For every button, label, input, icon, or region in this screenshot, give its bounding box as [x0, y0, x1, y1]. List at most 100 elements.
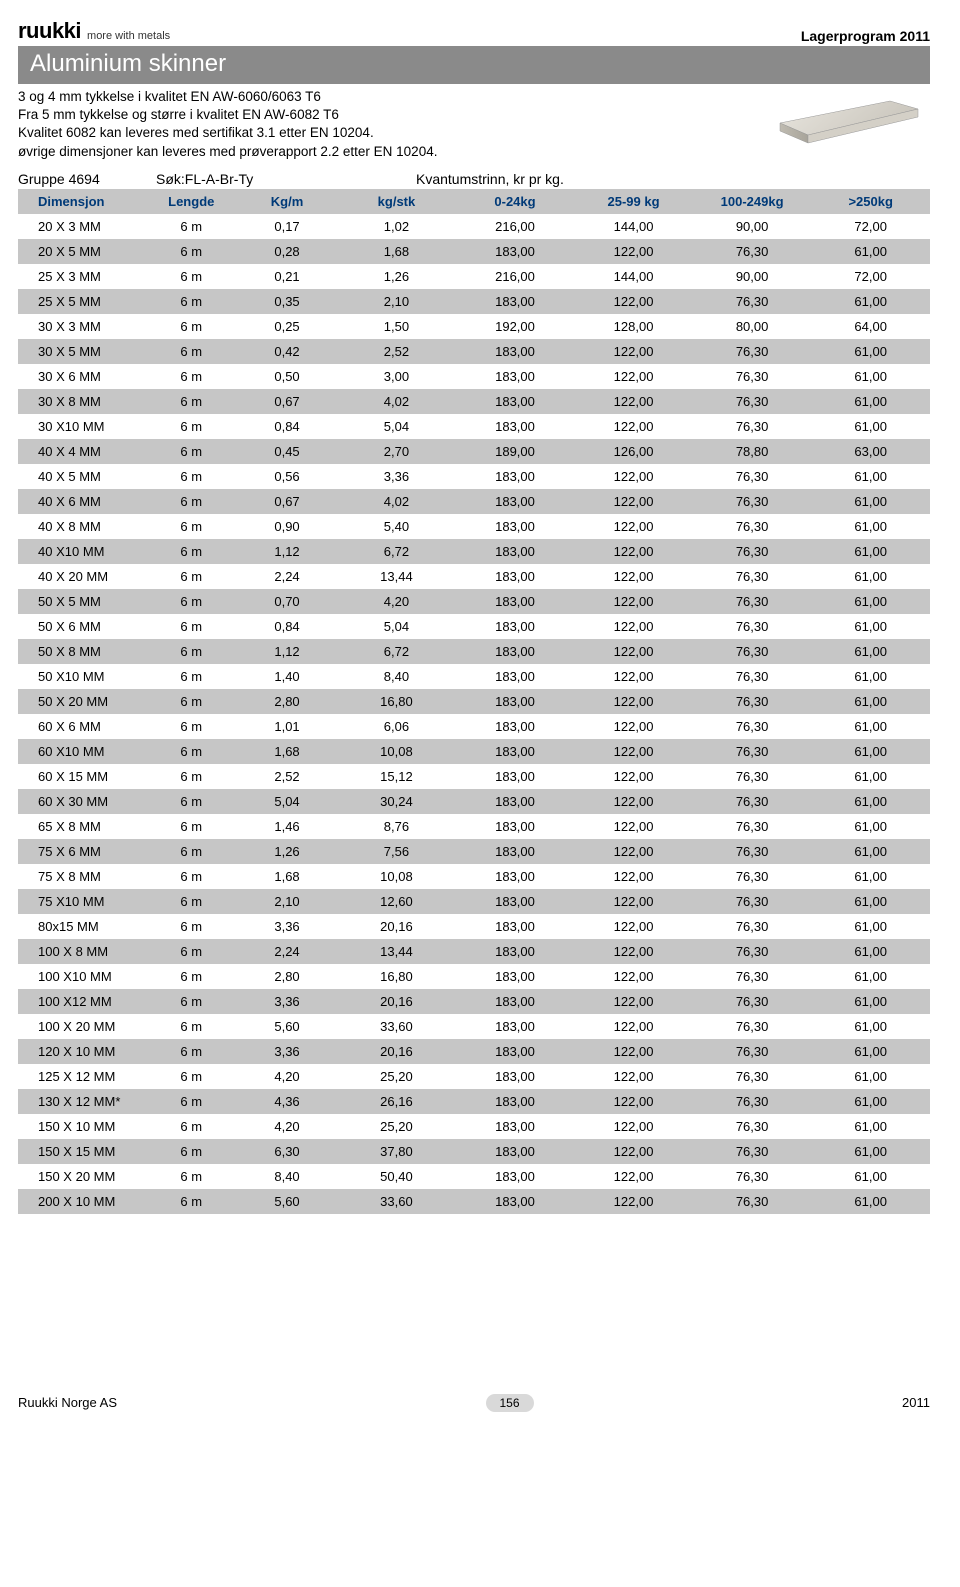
table-cell: 76,30	[693, 914, 812, 939]
table-cell: 61,00	[811, 989, 930, 1014]
table-cell: 50 X 8 MM	[18, 639, 146, 664]
table-cell: 6 m	[146, 339, 237, 364]
table-cell: 0,42	[237, 339, 337, 364]
table-cell: 76,30	[693, 564, 812, 589]
table-cell: 183,00	[456, 1114, 575, 1139]
col-kgstk: kg/stk	[337, 189, 456, 214]
table-cell: 61,00	[811, 589, 930, 614]
table-cell: 6 m	[146, 289, 237, 314]
table-row: 60 X 6 MM6 m1,016,06183,00122,0076,3061,…	[18, 714, 930, 739]
table-cell: 128,00	[574, 314, 693, 339]
table-cell: 183,00	[456, 1064, 575, 1089]
table-row: 130 X 12 MM*6 m4,3626,16183,00122,0076,3…	[18, 1089, 930, 1114]
table-row: 40 X 6 MM6 m0,674,02183,00122,0076,3061,…	[18, 489, 930, 514]
table-cell: 183,00	[456, 1189, 575, 1214]
table-cell: 61,00	[811, 464, 930, 489]
table-cell: 72,00	[811, 214, 930, 239]
table-cell: 61,00	[811, 1164, 930, 1189]
table-cell: 50 X 6 MM	[18, 614, 146, 639]
table-cell: 122,00	[574, 339, 693, 364]
table-cell: 4,02	[337, 489, 456, 514]
table-cell: 6 m	[146, 389, 237, 414]
qty-label: Kvantumstrinn, kr pr kg.	[416, 171, 930, 187]
table-cell: 4,02	[337, 389, 456, 414]
table-cell: 183,00	[456, 914, 575, 939]
table-cell: 40 X 20 MM	[18, 564, 146, 589]
table-cell: 183,00	[456, 964, 575, 989]
table-cell: 40 X 8 MM	[18, 514, 146, 539]
table-row: 50 X 5 MM6 m0,704,20183,00122,0076,3061,…	[18, 589, 930, 614]
table-cell: 122,00	[574, 964, 693, 989]
table-cell: 61,00	[811, 664, 930, 689]
table-cell: 6 m	[146, 1139, 237, 1164]
table-cell: 72,00	[811, 264, 930, 289]
table-cell: 8,40	[237, 1164, 337, 1189]
table-cell: 6 m	[146, 714, 237, 739]
table-cell: 61,00	[811, 714, 930, 739]
table-cell: 20,16	[337, 989, 456, 1014]
table-cell: 122,00	[574, 664, 693, 689]
table-cell: 76,30	[693, 864, 812, 889]
table-cell: 100 X12 MM	[18, 989, 146, 1014]
table-cell: 61,00	[811, 1114, 930, 1139]
table-cell: 150 X 15 MM	[18, 1139, 146, 1164]
table-cell: 122,00	[574, 914, 693, 939]
table-cell: 6,06	[337, 714, 456, 739]
table-cell: 122,00	[574, 1139, 693, 1164]
table-cell: 2,70	[337, 439, 456, 464]
table-cell: 76,30	[693, 1139, 812, 1164]
table-cell: 0,50	[237, 364, 337, 389]
table-cell: 78,80	[693, 439, 812, 464]
table-cell: 122,00	[574, 364, 693, 389]
table-row: 30 X10 MM6 m0,845,04183,00122,0076,3061,…	[18, 414, 930, 439]
table-cell: 61,00	[811, 939, 930, 964]
table-cell: 61,00	[811, 1189, 930, 1214]
table-cell: 122,00	[574, 614, 693, 639]
footer-company: Ruukki Norge AS	[18, 1395, 117, 1410]
table-row: 50 X 20 MM6 m2,8016,80183,00122,0076,306…	[18, 689, 930, 714]
table-cell: 8,40	[337, 664, 456, 689]
table-cell: 76,30	[693, 889, 812, 914]
table-row: 40 X 4 MM6 m0,452,70189,00126,0078,8063,…	[18, 439, 930, 464]
table-cell: 76,30	[693, 689, 812, 714]
table-row: 40 X 20 MM6 m2,2413,44183,00122,0076,306…	[18, 564, 930, 589]
table-cell: 61,00	[811, 639, 930, 664]
table-cell: 189,00	[456, 439, 575, 464]
table-cell: 20 X 5 MM	[18, 239, 146, 264]
table-cell: 0,70	[237, 589, 337, 614]
table-cell: 76,30	[693, 489, 812, 514]
table-cell: 61,00	[811, 764, 930, 789]
table-cell: 16,80	[337, 964, 456, 989]
table-cell: 30 X 8 MM	[18, 389, 146, 414]
table-cell: 150 X 10 MM	[18, 1114, 146, 1139]
table-cell: 4,20	[337, 589, 456, 614]
table-row: 50 X10 MM6 m1,408,40183,00122,0076,3061,…	[18, 664, 930, 689]
table-cell: 122,00	[574, 589, 693, 614]
table-cell: 183,00	[456, 689, 575, 714]
table-cell: 6 m	[146, 914, 237, 939]
table-cell: 1,40	[237, 664, 337, 689]
table-row: 75 X10 MM6 m2,1012,60183,00122,0076,3061…	[18, 889, 930, 914]
table-cell: 76,30	[693, 964, 812, 989]
table-cell: 64,00	[811, 314, 930, 339]
table-cell: 61,00	[811, 914, 930, 939]
table-cell: 61,00	[811, 489, 930, 514]
table-row: 60 X 30 MM6 m5,0430,24183,00122,0076,306…	[18, 789, 930, 814]
table-cell: 1,12	[237, 639, 337, 664]
table-cell: 6 m	[146, 264, 237, 289]
table-cell: 13,44	[337, 939, 456, 964]
table-cell: 122,00	[574, 714, 693, 739]
table-cell: 100 X 20 MM	[18, 1014, 146, 1039]
table-cell: 0,21	[237, 264, 337, 289]
table-cell: 76,30	[693, 239, 812, 264]
table-cell: 4,20	[237, 1064, 337, 1089]
table-cell: 61,00	[811, 1039, 930, 1064]
table-cell: 122,00	[574, 489, 693, 514]
table-cell: 183,00	[456, 464, 575, 489]
price-table: Dimensjon Lengde Kg/m kg/stk 0-24kg 25-9…	[18, 189, 930, 1214]
table-row: 30 X 6 MM6 m0,503,00183,00122,0076,3061,…	[18, 364, 930, 389]
table-cell: 76,30	[693, 1089, 812, 1114]
table-cell: 5,04	[337, 614, 456, 639]
table-cell: 3,36	[237, 989, 337, 1014]
table-cell: 183,00	[456, 1164, 575, 1189]
